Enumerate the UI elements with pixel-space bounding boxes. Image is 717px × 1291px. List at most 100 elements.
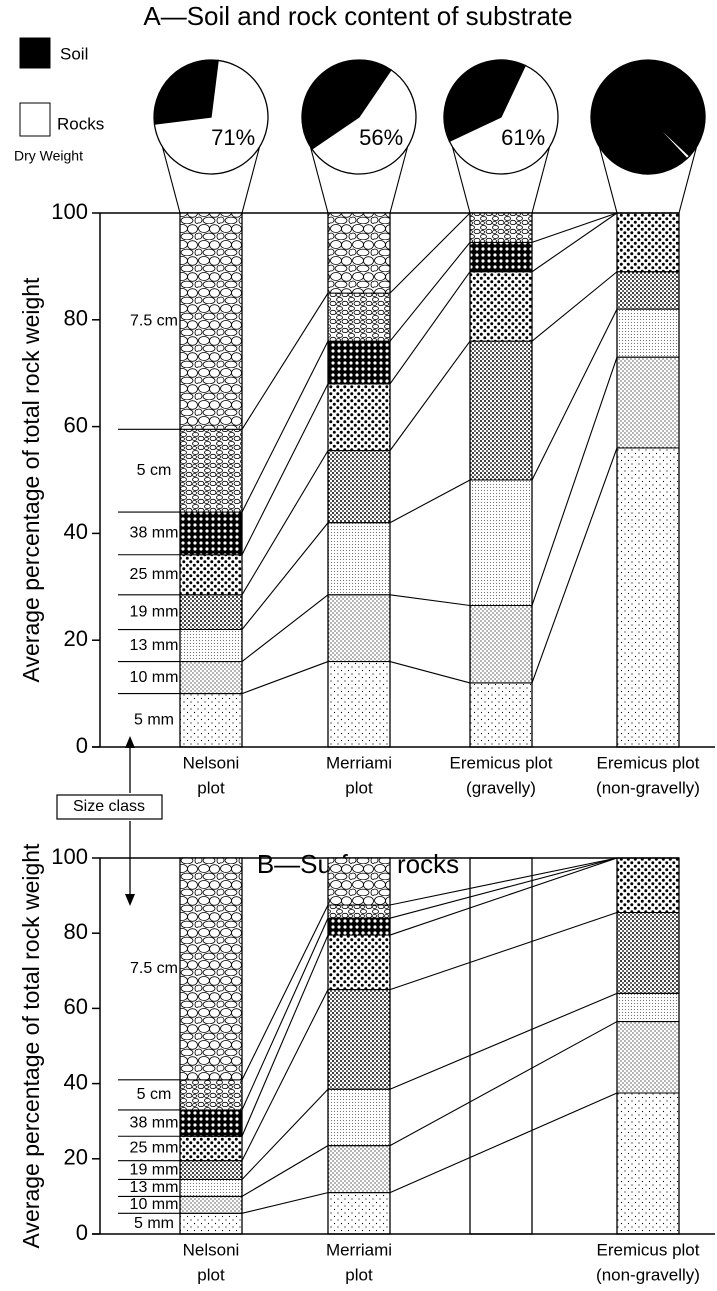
annotation: Size class bbox=[73, 798, 145, 815]
pie-slice bbox=[647, 116, 691, 160]
connector bbox=[241, 340, 329, 513]
x-tick-label: Eremicus plot bbox=[450, 753, 553, 772]
series-label: 19 mm bbox=[130, 603, 179, 620]
legend-label: Soil bbox=[60, 44, 88, 63]
pie-link bbox=[599, 147, 618, 214]
bar-segment bbox=[179, 1160, 243, 1180]
pie-label: 61% bbox=[501, 125, 545, 150]
connector bbox=[389, 857, 618, 936]
pie-link bbox=[162, 147, 181, 214]
bar-segment bbox=[179, 1212, 243, 1235]
bar-segment bbox=[179, 1079, 243, 1111]
pie-slice bbox=[590, 59, 706, 175]
bar-segment bbox=[616, 912, 680, 994]
connector bbox=[389, 594, 471, 607]
connector bbox=[241, 1088, 329, 1180]
bar-segment bbox=[616, 447, 680, 748]
pie-label: 1% bbox=[665, 115, 697, 140]
chart-title: A—Soil and rock content of substrate bbox=[143, 1, 572, 31]
bar-segment bbox=[469, 682, 533, 748]
bar-segment bbox=[179, 554, 243, 596]
bar-segment bbox=[469, 604, 533, 684]
y-tick-label: 0 bbox=[76, 733, 88, 758]
bar-segment bbox=[327, 292, 391, 342]
connector bbox=[241, 450, 329, 596]
bar-segment bbox=[469, 479, 533, 606]
pie-label: 39% bbox=[457, 81, 501, 106]
bar-outline bbox=[616, 857, 680, 1235]
series-label: 25 mm bbox=[130, 1140, 179, 1157]
bar-segment bbox=[179, 1178, 243, 1197]
y-tick-label: 20 bbox=[64, 626, 88, 651]
y-tick-label: 40 bbox=[64, 519, 88, 544]
bar-segment bbox=[179, 1109, 243, 1137]
pie-label: 29% bbox=[167, 81, 211, 106]
bar-segment bbox=[616, 857, 680, 914]
bar-segment bbox=[469, 340, 533, 481]
bar-segment bbox=[616, 992, 680, 1023]
connector bbox=[531, 447, 618, 684]
bar-segment bbox=[327, 450, 391, 524]
bar-segment bbox=[327, 1192, 391, 1235]
pie-link bbox=[452, 147, 471, 214]
bar-segment bbox=[179, 629, 243, 663]
series-label: 10 mm bbox=[130, 1196, 179, 1213]
bar-segment bbox=[327, 383, 391, 452]
y-tick-label: 60 bbox=[64, 994, 88, 1019]
pie-slice bbox=[448, 64, 559, 175]
pie-link bbox=[531, 147, 550, 214]
pie-label: 71% bbox=[211, 125, 255, 150]
pie-label: 56% bbox=[359, 125, 403, 150]
connector bbox=[531, 271, 618, 342]
connector bbox=[389, 1092, 618, 1194]
series-label: 13 mm bbox=[130, 1179, 179, 1196]
bar-segment bbox=[179, 857, 243, 1081]
x-tick-label: plot bbox=[345, 778, 373, 797]
x-tick-label: Merriami bbox=[326, 753, 392, 772]
connector bbox=[241, 661, 329, 695]
connector bbox=[241, 522, 329, 630]
bar-segment bbox=[179, 693, 243, 748]
bar-segment bbox=[616, 1092, 680, 1235]
connector bbox=[241, 1192, 329, 1214]
connector bbox=[241, 292, 329, 430]
pie-link bbox=[310, 147, 329, 214]
series-label: 19 mm bbox=[130, 1161, 179, 1178]
bar-segment bbox=[179, 1195, 243, 1214]
legend-swatch bbox=[19, 37, 51, 69]
connector bbox=[389, 857, 618, 919]
pie-link bbox=[678, 147, 697, 214]
connector bbox=[531, 212, 618, 273]
pie-slice bbox=[153, 59, 269, 175]
bar-segment bbox=[179, 1135, 243, 1162]
series-label: 13 mm bbox=[130, 637, 179, 654]
bar-segment bbox=[327, 989, 391, 1090]
bar-segment bbox=[179, 428, 243, 513]
x-tick-label: Nelsoni bbox=[183, 1240, 240, 1259]
arrow-head bbox=[125, 894, 135, 906]
pie-slice bbox=[443, 59, 527, 143]
connector bbox=[389, 992, 618, 1090]
connector bbox=[241, 904, 329, 1081]
bar-segment bbox=[616, 1021, 680, 1094]
connector bbox=[241, 383, 329, 556]
bar-segment bbox=[616, 271, 680, 310]
bar-segment bbox=[616, 212, 680, 273]
x-tick-label: plot bbox=[197, 778, 225, 797]
bar-segment bbox=[327, 934, 391, 991]
series-label: 25 mm bbox=[130, 566, 179, 583]
connector bbox=[389, 857, 618, 906]
bar-segment bbox=[327, 340, 391, 385]
bar-segment bbox=[327, 1088, 391, 1147]
x-tick-label: (non-gravelly) bbox=[596, 778, 700, 797]
y-tick-label: 60 bbox=[64, 412, 88, 437]
y-tick-label: 100 bbox=[51, 844, 88, 869]
x-tick-label: (non-gravelly) bbox=[596, 1265, 700, 1284]
x-tick-label: Eremicus plot bbox=[597, 1240, 700, 1259]
connector bbox=[389, 479, 471, 524]
pie-label: 44% bbox=[315, 81, 359, 106]
pie-slice bbox=[153, 59, 219, 125]
series-label: 5 cm bbox=[137, 1086, 172, 1103]
bar-segment bbox=[327, 857, 391, 906]
